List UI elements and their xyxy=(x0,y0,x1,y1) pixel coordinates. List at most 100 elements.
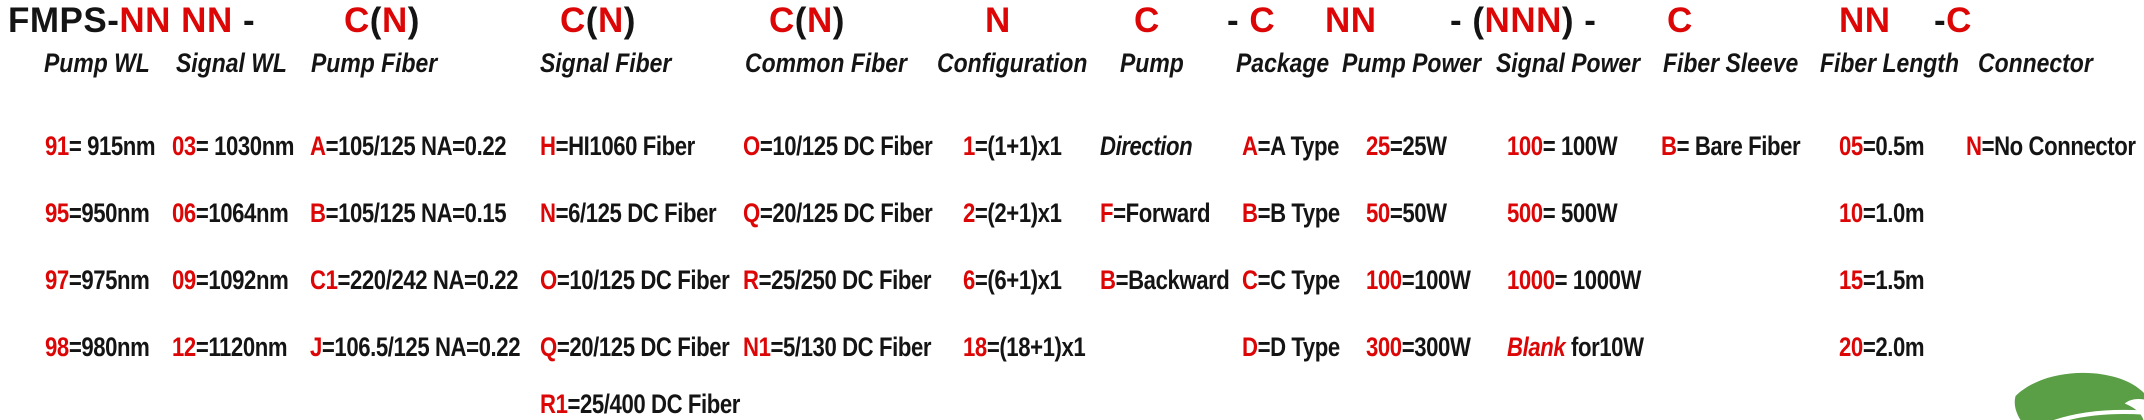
code-token-part: - xyxy=(232,1,256,40)
pump-wl-option: 95=950nm xyxy=(45,198,150,229)
option-code: J xyxy=(310,332,322,362)
option-code: 1 xyxy=(963,131,975,161)
pump-wl-option: 91= 915nm xyxy=(45,131,156,162)
code-pump-fiber: C(N) xyxy=(344,2,420,40)
common-fiber-option: N1=5/130 DC Fiber xyxy=(743,332,931,363)
code-token-part: NN xyxy=(1325,1,1377,40)
code-token-part: ( xyxy=(585,1,598,40)
option-code: B xyxy=(1661,131,1677,161)
option-description: =300W xyxy=(1401,332,1471,362)
option-code: O xyxy=(743,131,760,161)
option-description: =106.5/125 NA=0.22 xyxy=(321,332,521,362)
option-code: O xyxy=(540,265,557,295)
option-code: 97 xyxy=(45,265,69,295)
code-token-part: C xyxy=(560,1,586,40)
option-code: B xyxy=(1100,265,1116,295)
option-description: =100W xyxy=(1401,265,1471,295)
code-token-part: - xyxy=(1227,1,1250,40)
pump-wl-option: 97=975nm xyxy=(45,265,150,296)
pump-power-option: 300=300W xyxy=(1366,332,1471,363)
option-description: =25/250 DC Fiber xyxy=(758,265,932,295)
code-common-fiber: C(N) xyxy=(769,2,845,40)
pump-fiber-option: J=106.5/125 NA=0.22 xyxy=(310,332,521,363)
option-description: =HI1060 Fiber xyxy=(555,131,696,161)
option-code: 91 xyxy=(45,131,69,161)
pump-direction-option: F=Forward xyxy=(1100,198,1211,229)
signal-fiber-option: Q=20/125 DC Fiber xyxy=(540,332,730,363)
option-description: =(18+1)x1 xyxy=(986,332,1086,362)
option-code: C1 xyxy=(310,265,338,295)
option-description: = 100W xyxy=(1542,131,1618,161)
column-header-common-fiber: Common Fiber xyxy=(745,48,907,78)
option-description: = 500W xyxy=(1542,198,1618,228)
common-fiber-option: R=25/250 DC Fiber xyxy=(743,265,931,296)
code-token-part: N xyxy=(985,1,1011,40)
option-code: A xyxy=(310,131,326,161)
option-code: Q xyxy=(540,332,557,362)
option-code: 50 xyxy=(1366,198,1390,228)
option-code: 15 xyxy=(1839,265,1863,295)
option-description: = Bare Fiber xyxy=(1676,131,1801,161)
option-code: 2 xyxy=(963,198,975,228)
code-token-part: N xyxy=(806,1,833,40)
option-description: =1.5m xyxy=(1862,265,1925,295)
pump-fiber-option: B=105/125 NA=0.15 xyxy=(310,198,507,229)
common-fiber-option: O=10/125 DC Fiber xyxy=(743,131,933,162)
option-subheader: Direction xyxy=(1100,131,1193,161)
option-code: 20 xyxy=(1839,332,1863,362)
code-token-part: C xyxy=(1249,1,1276,40)
option-description: = 915nm xyxy=(68,131,156,161)
signal-wl-option: 06=1064nm xyxy=(172,198,289,229)
option-code: 98 xyxy=(45,332,69,362)
column-header-pump-fiber: Pump Fiber xyxy=(311,48,438,78)
pump-power-option: 100=100W xyxy=(1366,265,1471,296)
option-code: 1000 xyxy=(1507,265,1555,295)
option-description: =220/242 NA=0.22 xyxy=(337,265,519,295)
option-description: = 1000W xyxy=(1554,265,1642,295)
option-description: =10/125 DC Fiber xyxy=(759,131,933,161)
signal-wl-option: 12=1120nm xyxy=(172,332,288,363)
column-header-fiber-length: Fiber Length xyxy=(1820,48,1959,78)
option-code: 95 xyxy=(45,198,69,228)
pump-wl-option: 98=980nm xyxy=(45,332,150,363)
code-token-part: NN xyxy=(1839,1,1891,40)
code-token-part: C xyxy=(1134,1,1160,40)
code-fiber-length: NN xyxy=(1839,2,1891,40)
option-code: N xyxy=(1966,131,1982,161)
option-code: B xyxy=(310,198,326,228)
option-code: Blank xyxy=(1507,332,1566,362)
option-code: A xyxy=(1242,131,1258,161)
configuration-option: 1=(1+1)x1 xyxy=(963,131,1062,162)
option-code: B xyxy=(1242,198,1258,228)
option-code: 09 xyxy=(172,265,196,295)
signal-fiber-option: N=6/125 DC Fiber xyxy=(540,198,717,229)
code-token-part: NNN xyxy=(1484,1,1562,40)
option-description: =2.0m xyxy=(1862,332,1925,362)
signal-fiber-option: R1=25/400 DC Fiber xyxy=(540,389,740,420)
code-token-part: ) - xyxy=(1561,1,1597,40)
code-fiber-sleeve: C xyxy=(1667,2,1693,40)
option-description: =0.5m xyxy=(1862,131,1925,161)
code-token-part: NN NN xyxy=(119,1,233,40)
connector-option: N=No Connector xyxy=(1966,131,2136,162)
option-description: =1064nm xyxy=(195,198,289,228)
signal-power-option: 1000= 1000W xyxy=(1507,265,1641,296)
option-code: 10 xyxy=(1839,198,1863,228)
pump-fiber-option: A=105/125 NA=0.22 xyxy=(310,131,507,162)
option-description: =Backward xyxy=(1115,265,1230,295)
option-description: =1.0m xyxy=(1862,198,1925,228)
option-code: 500 xyxy=(1507,198,1543,228)
pump-fiber-option: C1=220/242 NA=0.22 xyxy=(310,265,518,296)
option-description: =50W xyxy=(1389,198,1447,228)
leaf-logo-icon xyxy=(2014,372,2144,420)
option-code: 03 xyxy=(172,131,196,161)
package-option: D=D Type xyxy=(1242,332,1340,363)
pump-power-option: 50=50W xyxy=(1366,198,1447,229)
code-token-part: C xyxy=(769,1,795,40)
column-header-connector: Connector xyxy=(1978,48,2093,78)
code-signal-fiber: C(N) xyxy=(560,2,636,40)
option-code: 25 xyxy=(1366,131,1390,161)
option-code: 100 xyxy=(1507,131,1543,161)
option-code: 300 xyxy=(1366,332,1402,362)
column-header-configuration: Configuration xyxy=(937,48,1088,78)
